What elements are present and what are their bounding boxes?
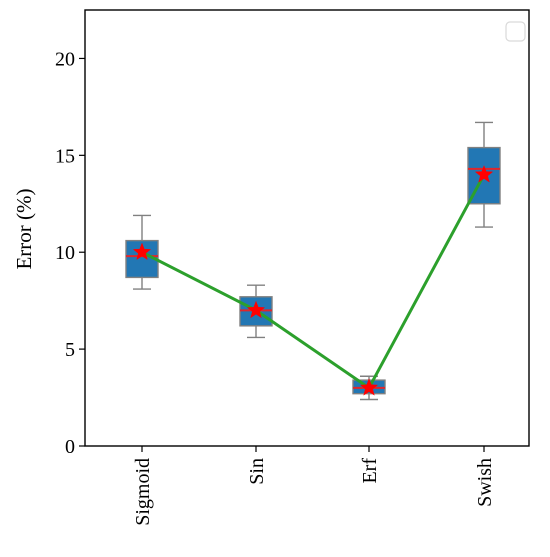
legend-box xyxy=(505,21,526,42)
plot-area xyxy=(125,121,501,401)
y-axis-label: Error (%) xyxy=(12,188,36,269)
mean-marker-swish xyxy=(474,164,494,183)
mean-marker-sin xyxy=(246,300,266,319)
x-tick-label-sigmoid: Sigmoid xyxy=(132,458,154,526)
mean-trend-line xyxy=(141,173,486,390)
mean-marker-erf xyxy=(359,378,379,396)
axes: 0 5 10 15 20 Sigmoid Sin Erf Swish xyxy=(55,9,530,526)
mean-marker-sigmoid xyxy=(132,242,152,261)
y-tick-label-0: 0 xyxy=(65,436,75,458)
x-tick-label-swish: Swish xyxy=(474,458,496,507)
y-tick-label-15: 15 xyxy=(55,145,75,167)
x-tick-label-sin: Sin xyxy=(246,458,268,485)
y-tick-label-5: 5 xyxy=(65,339,75,361)
plot-frame xyxy=(84,9,530,447)
x-tick-label-erf: Erf xyxy=(359,458,381,484)
y-tick-label-20: 20 xyxy=(55,48,75,70)
y-tick-label-10: 10 xyxy=(55,242,75,264)
